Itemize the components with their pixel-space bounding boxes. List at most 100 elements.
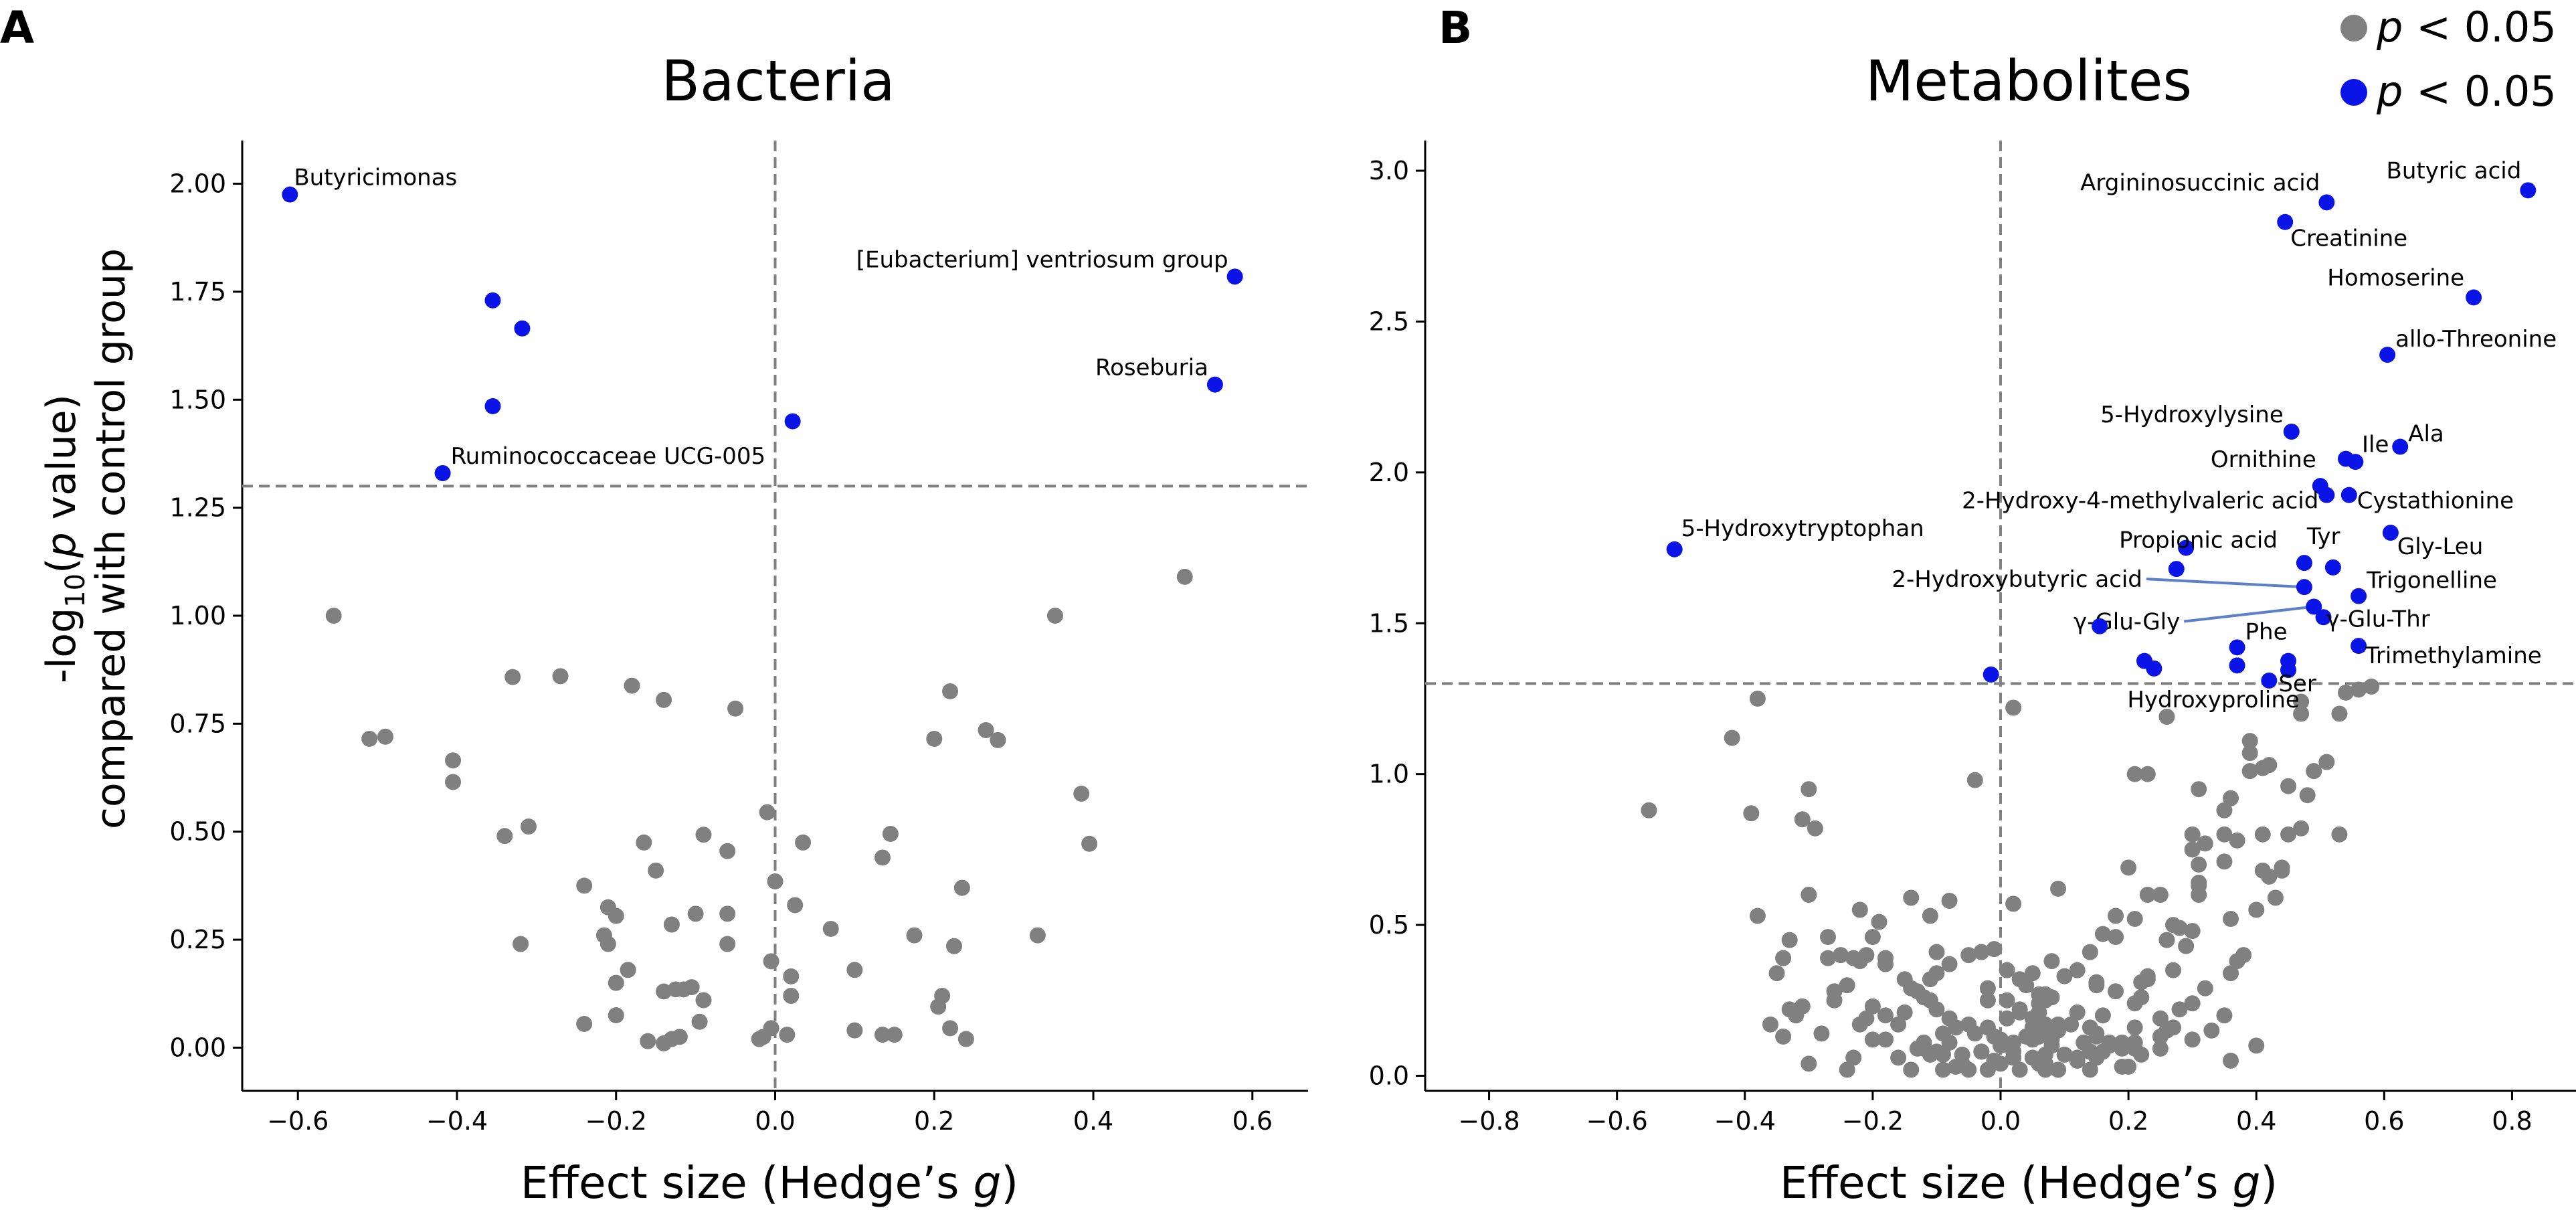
- panel-a-point-label: [Eubacterium] ventriosum group: [856, 246, 1228, 273]
- panel-a-point-nonsig: [656, 983, 672, 1000]
- panel-a-ytick-label: 1.50: [169, 385, 226, 414]
- panel-b-point-sig: [2351, 588, 2367, 604]
- panel-b-point-nonsig: [2050, 1061, 2066, 1078]
- panel-b-point-nonsig: [1954, 1046, 1970, 1063]
- panel-b-point-label: Ser: [2278, 671, 2316, 697]
- panel-b-point-nonsig: [2338, 684, 2354, 701]
- panel-b-ytick-label: 3.0: [1369, 156, 1409, 185]
- panel-a-point-sig: [1206, 376, 1223, 393]
- panel-b-point-nonsig: [1864, 929, 1881, 946]
- panel-b-point-nonsig: [2248, 901, 2265, 918]
- panel-b-point-nonsig: [1986, 941, 2003, 958]
- panel-a-point-nonsig: [719, 905, 736, 922]
- panel-b-point-nonsig: [1973, 944, 1990, 960]
- panel-a-point-nonsig: [520, 818, 537, 835]
- panel-b-point-label: γ-Glu-Gly: [2074, 608, 2180, 635]
- panel-b-point-nonsig: [1749, 690, 1766, 707]
- panel-a-ylabel: -log10(p value) compared with control gr…: [38, 248, 134, 829]
- panel-b-point-nonsig: [2171, 1001, 2188, 1018]
- panel-b-point-nonsig: [2133, 989, 2150, 1006]
- panel-b-point-nonsig: [2152, 886, 2169, 903]
- panel-b-point-nonsig: [2114, 1058, 2130, 1075]
- panel-a-point-nonsig: [874, 849, 891, 866]
- ylabel-sub: 10: [60, 574, 91, 608]
- panel-b-point-nonsig: [1960, 1016, 1977, 1033]
- panel-a-point-nonsig: [763, 953, 779, 970]
- panel-a-point-sig: [514, 320, 531, 337]
- legend-label-blue: p < 0.05: [2376, 67, 2557, 116]
- panel-b-point-sig: [2392, 438, 2409, 455]
- panel-a-plot: −0.6 −0.4 −0.2 0.0 0.2 0.4 0.6 0.00 0.25 0.50 0.75…: [169, 141, 1308, 1136]
- ylabel-log: -log: [38, 608, 85, 683]
- panel-a-point-nonsig: [445, 752, 462, 769]
- panel-b-point-nonsig: [2031, 1028, 2047, 1045]
- panel-b-ytick-label: 0.0: [1369, 1061, 1409, 1090]
- panel-b-point-label: 2-Hydroxybutyric acid: [1892, 566, 2142, 593]
- panel-b-point-nonsig: [1781, 1001, 1798, 1018]
- panel-a-point-nonsig: [763, 1020, 779, 1037]
- panel-a-point-nonsig: [882, 825, 899, 842]
- panel-b-point-nonsig: [2254, 760, 2271, 776]
- panel-b-plot: −0.8 −0.6 −0.4 −0.2 0.0 0.2 0.4 0.6 0.8 0.0 0.5 1.0…: [1369, 141, 2576, 1136]
- panel-b-point-nonsig: [1979, 992, 1996, 1009]
- panel-b-point-nonsig: [2011, 1004, 2028, 1021]
- panel-b-point-nonsig: [1922, 907, 1938, 924]
- panel-b-point-sig: [2351, 638, 2367, 655]
- panel-b-point-nonsig: [1999, 992, 2015, 1009]
- panel-b-point-nonsig: [1890, 1016, 1907, 1033]
- panel-a-point-label: Ruminococcaceae UCG-005: [451, 443, 766, 470]
- panel-b-point-nonsig: [2299, 787, 2316, 804]
- panel-b-ytick-label: 1.0: [1369, 760, 1409, 789]
- panel-a-point-label: Butyricimonas: [294, 165, 457, 191]
- panel-b-point-nonsig: [2037, 1055, 2053, 1072]
- panel-b-point-nonsig: [2069, 1052, 2086, 1069]
- panel-b-point-sig: [2324, 559, 2341, 576]
- panel-a-point-nonsig: [691, 1013, 708, 1030]
- panel-b-point-nonsig: [2191, 781, 2207, 798]
- panel-a-point-nonsig: [667, 981, 684, 998]
- panel-a-xtick-label: −0.4: [426, 1106, 488, 1136]
- panel-b-point-nonsig: [1877, 950, 1894, 966]
- panel-b-point-nonsig: [1973, 1043, 1990, 1060]
- panel-b-point-nonsig: [2248, 1037, 2265, 1054]
- panel-a-xlabel: Effect size (Hedge’s g): [521, 1157, 1018, 1209]
- panel-a-point-nonsig: [846, 962, 863, 978]
- panel-a-point-nonsig: [945, 938, 962, 954]
- panel-b-point-nonsig: [2331, 826, 2348, 843]
- panel-b-point-sig: [2229, 657, 2245, 674]
- panel-b-point-label: Ornithine: [2211, 446, 2316, 473]
- panel-a-point-sig: [434, 465, 451, 481]
- panel-b-point-nonsig: [2229, 832, 2245, 849]
- panel-b-point-label: Phe: [2245, 618, 2288, 645]
- panel-a-point-nonsig: [906, 927, 923, 944]
- panel-b-point-nonsig: [1871, 914, 1888, 930]
- panel-b-ytick-label: 2.5: [1369, 307, 1409, 336]
- panel-b-point-sig: [2092, 618, 2108, 634]
- panel-b-point-nonsig: [1999, 1010, 2015, 1027]
- panel-a-point-nonsig: [1073, 785, 1090, 802]
- panel-a-point-nonsig: [846, 1022, 863, 1039]
- panel-b-point-nonsig: [2088, 1025, 2105, 1042]
- legend-marker-gray: [2340, 15, 2367, 41]
- panel-a-ytick-label: 2.00: [169, 169, 226, 199]
- panel-b-point-nonsig: [1794, 811, 1811, 828]
- panel-b-point-label: Trimethylamine: [2365, 642, 2542, 669]
- panel-b-point-nonsig: [2191, 856, 2207, 873]
- panel-b-point-nonsig: [2082, 1061, 2098, 1078]
- panel-b-xtick-label: 0.0: [1981, 1106, 2021, 1136]
- panel-b-point-label: Trigonelline: [2366, 568, 2497, 594]
- panel-a-point-nonsig: [727, 700, 744, 717]
- panel-b-point-label: 5-Hydroxylysine: [2100, 402, 2284, 428]
- ylabel-value: value): [38, 394, 85, 532]
- panel-b-point-nonsig: [1781, 932, 1798, 948]
- panel-b-point-sig: [2280, 662, 2296, 679]
- panel-b-point-nonsig: [2293, 693, 2310, 710]
- panel-b-point-sig: [2146, 660, 2163, 677]
- panel-b-point-nonsig: [1979, 980, 1996, 996]
- panel-b-point-nonsig: [2152, 1040, 2169, 1057]
- panel-a-point-sig: [784, 413, 801, 430]
- panel-b-point-nonsig: [2216, 1007, 2233, 1024]
- svg-text:-log10(p value): -log10(p value): [38, 394, 91, 683]
- panel-b-point-sig: [1666, 541, 1683, 557]
- panel-a-point-nonsig: [1029, 927, 1046, 944]
